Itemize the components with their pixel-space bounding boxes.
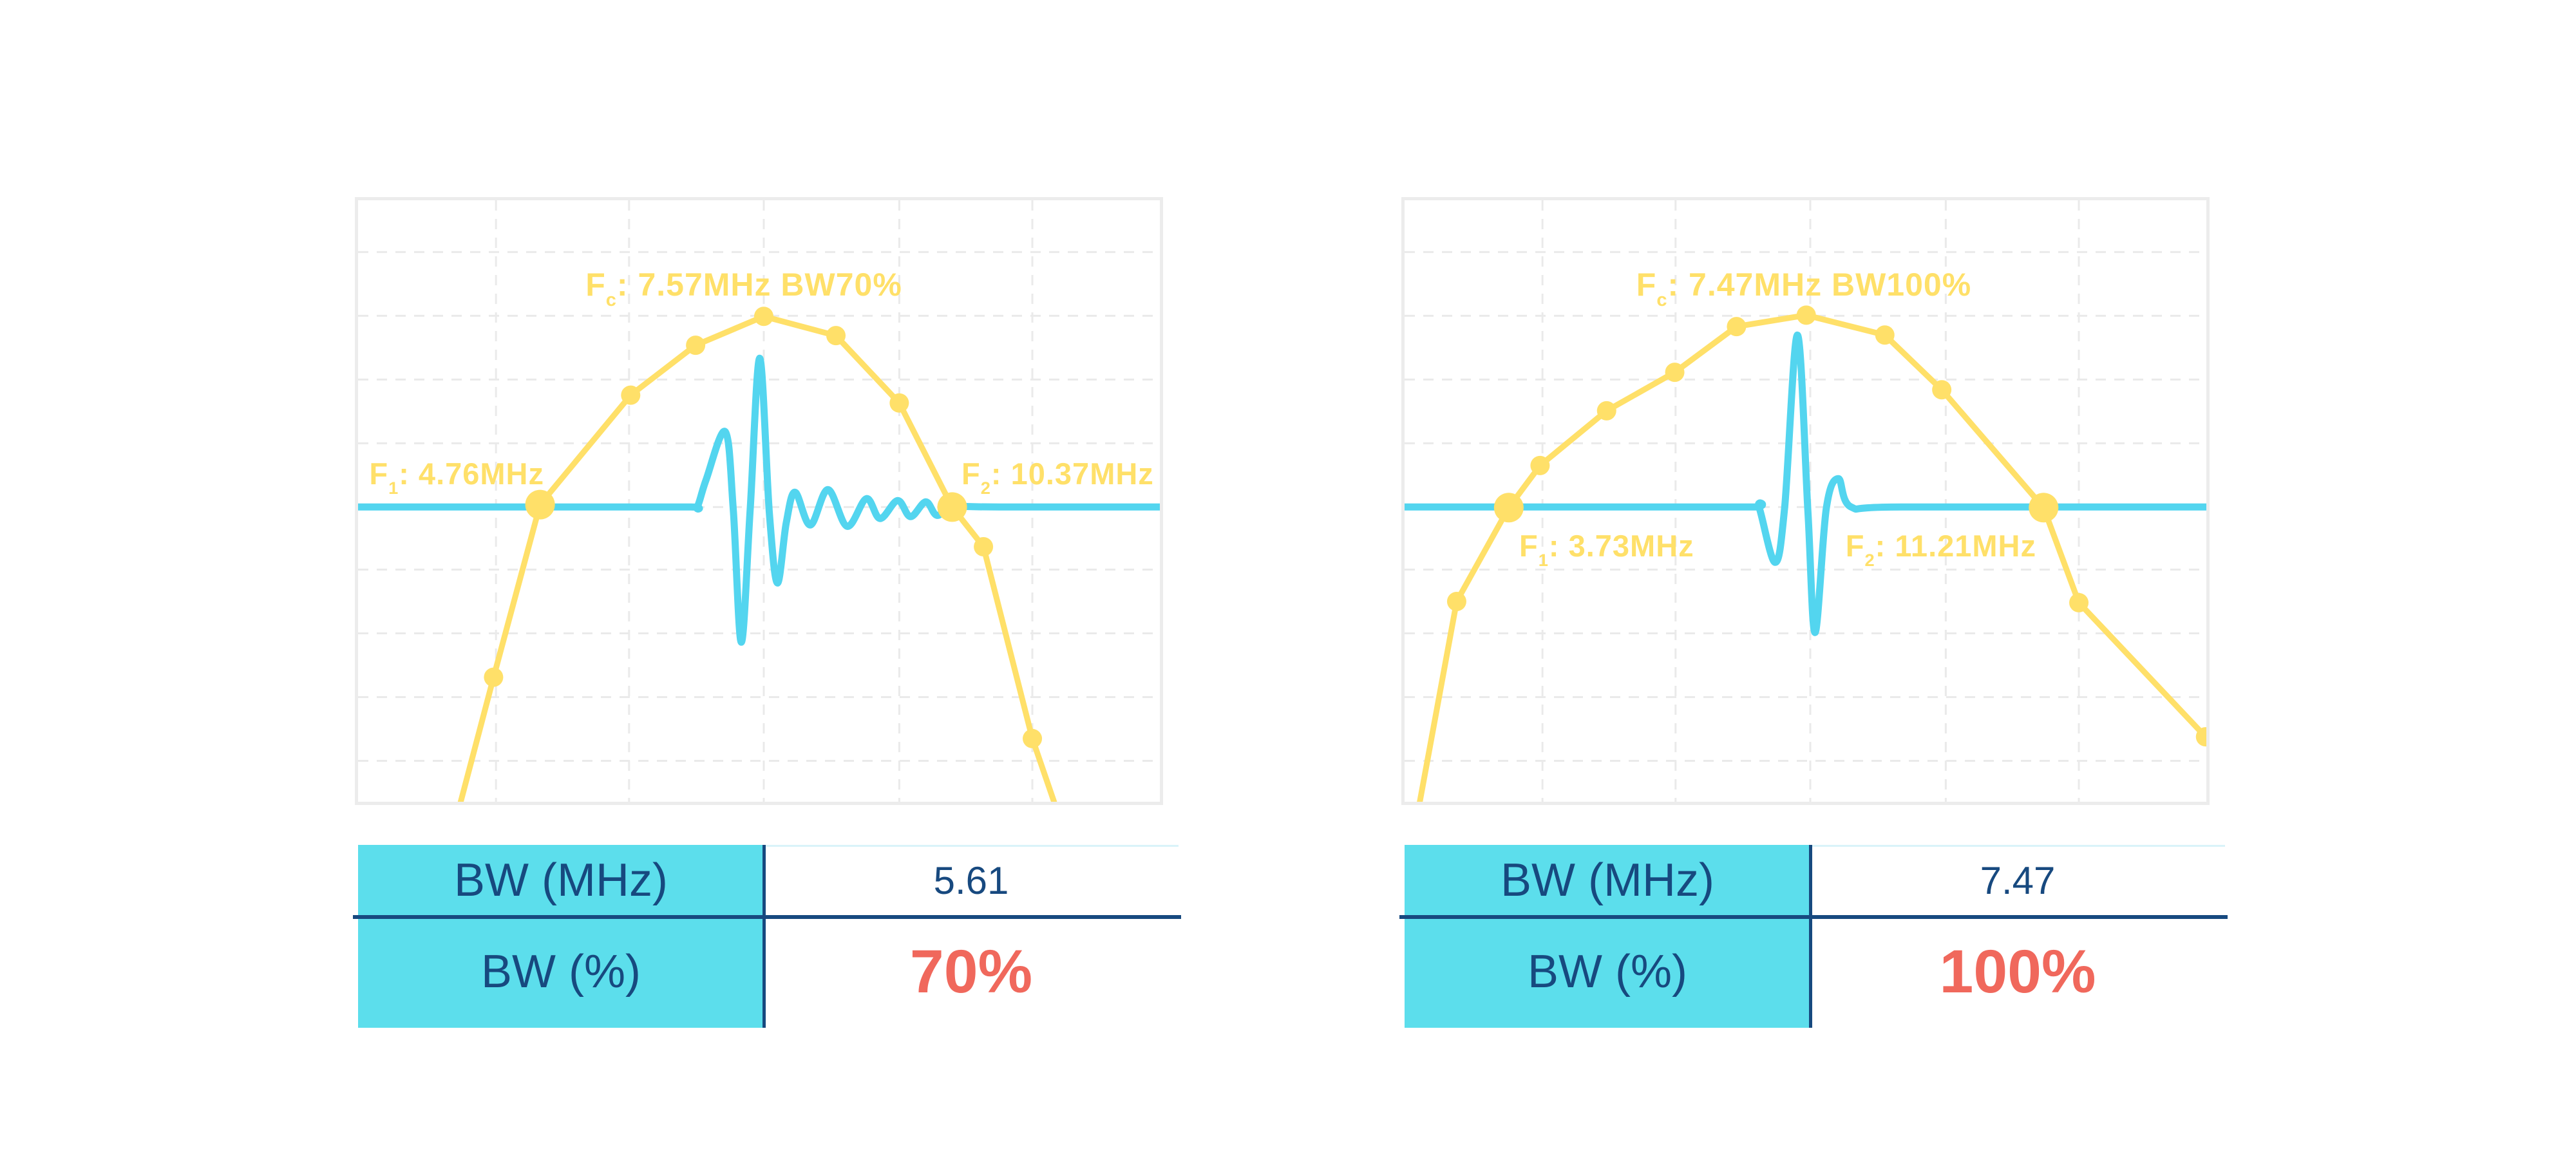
spectrum-point-marker <box>621 385 641 405</box>
bw-pct-label: BW (%) <box>1528 946 1687 998</box>
right-table-bw-mhz-value: 7.47 <box>1810 845 2225 916</box>
bw-pct-label: BW (%) <box>481 946 641 998</box>
right-table-bw-mhz-header: BW (MHz) <box>1405 845 1810 916</box>
right-chart-f1-label: F1: 3.73MHz <box>1519 528 1694 569</box>
f2-base: F <box>961 457 981 491</box>
spectrum-point-marker <box>753 307 773 326</box>
right-table-bw-pct-value: 100% <box>1810 916 2225 1028</box>
spectrum-curve <box>457 313 1057 802</box>
spectrum-point-marker <box>826 326 846 346</box>
pulse-waveform-curve <box>1405 331 2206 636</box>
spectrum-point-marker <box>1932 380 1952 400</box>
cutoff-frequency-marker <box>1493 493 1524 523</box>
spectrum-point-marker <box>1796 305 1816 325</box>
spectrum-point-marker <box>1727 317 1747 337</box>
spectrum-point-marker <box>484 667 504 687</box>
f1-subscript: 1 <box>388 478 399 498</box>
right-chart-canvas <box>1405 200 2206 802</box>
spectrum-point-marker <box>1530 455 1550 475</box>
spectrum-point-marker <box>2069 592 2089 612</box>
f2-rest: : 11.21MHz <box>1875 529 2036 563</box>
fc-base: F <box>585 267 606 303</box>
fc-rest: : 7.57MHz BW70% <box>616 267 902 303</box>
fc-rest: : 7.47MHz BW100% <box>1667 267 1972 303</box>
left-table-bw-pct-header: BW (%) <box>358 916 764 1028</box>
right-chart-center-frequency-label: Fc: 7.47MHz BW100% <box>1636 266 1972 310</box>
spectrum-point-marker <box>1665 363 1685 383</box>
bw-pct-value: 70% <box>909 937 1033 1006</box>
f1-rest: : 4.76MHz <box>399 457 544 491</box>
right-chart-frame <box>1401 197 2210 805</box>
fc-subscript: c <box>605 290 617 311</box>
right-table-top-rule <box>1810 845 2225 847</box>
bw-pct-value: 100% <box>1939 937 2096 1006</box>
spectrum-point-marker <box>1023 728 1043 748</box>
right-table-column-divider <box>1809 845 1812 1028</box>
f2-subscript: 2 <box>1864 550 1875 571</box>
grid-lines <box>358 200 1160 802</box>
cutoff-frequency-marker <box>937 492 967 522</box>
cutoff-frequency-marker <box>525 489 555 520</box>
f1-rest: : 3.73MHz <box>1548 529 1694 563</box>
fc-subscript: c <box>1656 290 1668 311</box>
bw-mhz-value: 5.61 <box>933 858 1009 902</box>
left-table-row-divider <box>353 915 1181 919</box>
f1-base: F <box>369 457 389 491</box>
cutoff-frequency-marker <box>2029 493 2059 523</box>
left-chart-canvas <box>358 200 1160 802</box>
f2-rest: : 10.37MHz <box>990 457 1154 491</box>
left-chart-center-frequency-label: Fc: 7.57MHz BW70% <box>585 266 902 310</box>
right-chart-f2-label: F2: 11.21MHz <box>1845 528 2036 569</box>
spectrum-point-marker <box>1875 325 1895 345</box>
bw-mhz-label: BW (MHz) <box>1501 855 1714 906</box>
fc-base: F <box>1636 267 1657 303</box>
left-table-column-divider <box>762 845 766 1028</box>
left-chart-f2-label: F2: 10.37MHz <box>961 456 1154 497</box>
spectrum-point-marker <box>2195 727 2206 747</box>
right-table-bw-pct-header: BW (%) <box>1405 916 1810 1028</box>
spectrum-point-marker <box>686 336 706 355</box>
f2-subscript: 2 <box>980 478 991 498</box>
left-table-top-rule <box>764 845 1179 847</box>
pulse-waveform-curve <box>358 354 1160 646</box>
spectrum-point-marker <box>974 536 994 556</box>
f1-base: F <box>1519 529 1539 563</box>
left-table-bw-mhz-value: 5.61 <box>764 845 1179 916</box>
f2-base: F <box>1845 529 1865 563</box>
bw-mhz-label: BW (MHz) <box>454 855 668 906</box>
left-chart-f1-label: F1: 4.76MHz <box>369 456 544 497</box>
f1-subscript: 1 <box>1538 550 1549 571</box>
left-chart-frame <box>355 197 1163 805</box>
bw-mhz-value: 7.47 <box>1980 858 2056 902</box>
spectrum-point-marker <box>1596 401 1616 421</box>
left-table-bw-mhz-header: BW (MHz) <box>358 845 764 916</box>
spectrum-point-marker <box>889 393 909 413</box>
right-table-row-divider <box>1399 915 2228 919</box>
spectrum-point-marker <box>1446 591 1466 611</box>
left-table-bw-pct-value: 70% <box>764 916 1179 1028</box>
